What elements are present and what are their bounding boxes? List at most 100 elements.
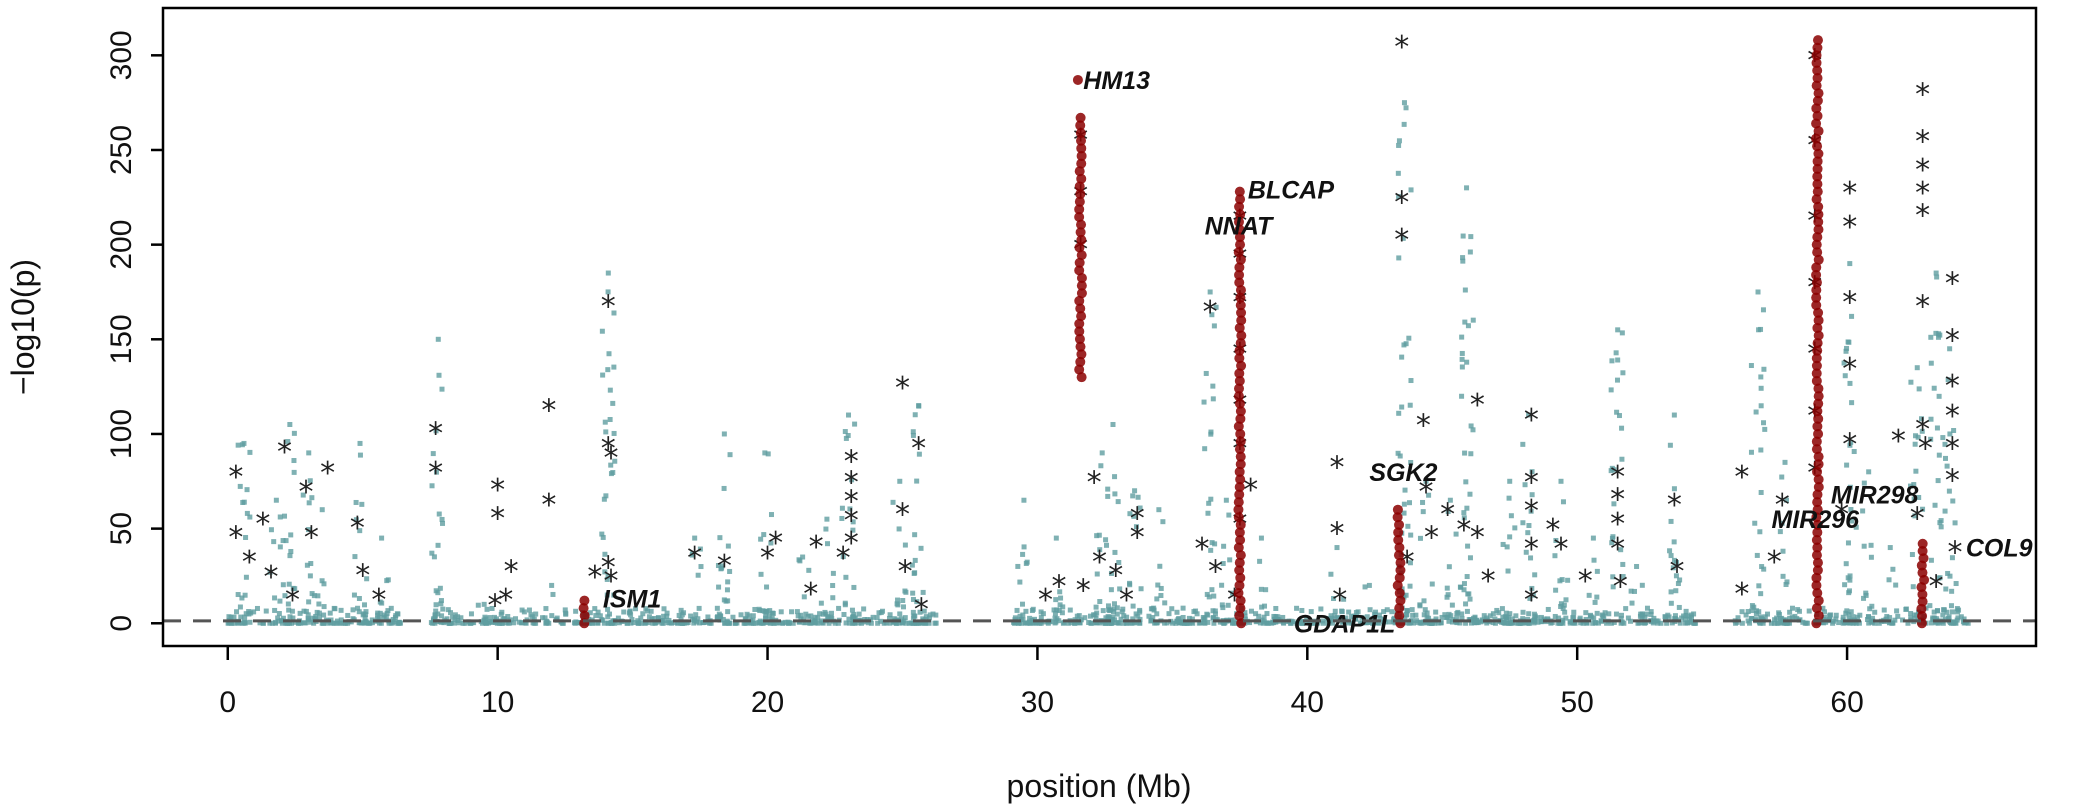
background-point — [1454, 610, 1460, 616]
background-point — [1942, 508, 1948, 514]
background-point — [1935, 478, 1941, 484]
background-point — [605, 367, 611, 373]
top-hit-star: * — [844, 526, 859, 561]
background-point — [338, 620, 344, 626]
background-point — [1468, 234, 1474, 240]
background-point — [1669, 620, 1675, 626]
background-point — [1655, 618, 1661, 624]
background-point — [1943, 586, 1949, 592]
background-point — [1538, 614, 1544, 620]
background-point — [616, 620, 622, 626]
background-point — [1930, 616, 1936, 622]
background-point — [1256, 613, 1262, 619]
background-point — [513, 616, 519, 622]
background-point — [1648, 609, 1654, 615]
background-point — [433, 608, 439, 614]
background-point — [1668, 518, 1674, 524]
background-point — [1931, 609, 1937, 615]
top-hit-star: * — [587, 560, 602, 595]
top-hit-star: * — [1842, 210, 1857, 245]
background-point — [1739, 609, 1745, 615]
background-point-peak — [379, 535, 385, 541]
background-point — [1945, 615, 1951, 621]
background-point — [1830, 620, 1836, 626]
background-point — [1572, 620, 1578, 626]
highlight-point — [1813, 201, 1824, 212]
top-hit-star: * — [350, 511, 365, 546]
background-point — [1557, 578, 1563, 584]
background-point — [243, 611, 249, 617]
background-point — [607, 417, 613, 423]
background-point — [1445, 592, 1451, 598]
background-point — [1739, 620, 1745, 626]
background-point — [693, 612, 699, 618]
background-point — [228, 614, 234, 620]
background-point — [1937, 520, 1943, 526]
background-point — [1846, 612, 1852, 618]
background-point — [1627, 618, 1633, 624]
background-point — [590, 620, 596, 626]
background-point — [1060, 604, 1066, 610]
background-point — [234, 609, 240, 615]
background-point — [1535, 619, 1541, 625]
background-point — [1940, 612, 1946, 618]
background-point — [770, 610, 776, 616]
highlight-point — [1235, 292, 1246, 303]
background-point — [1928, 416, 1934, 422]
background-point — [817, 611, 823, 617]
background-point — [621, 609, 627, 615]
background-point — [599, 328, 605, 334]
background-point — [1761, 566, 1767, 572]
background-point — [1777, 529, 1783, 535]
background-point — [1212, 541, 1218, 547]
background-point — [716, 584, 722, 590]
background-point — [600, 617, 606, 623]
background-point — [1789, 615, 1795, 621]
background-point — [573, 608, 579, 614]
background-point — [1916, 386, 1922, 392]
gene-label: GDAP1L — [1294, 610, 1395, 638]
background-point — [769, 615, 775, 621]
background-point — [1847, 484, 1853, 490]
highlight-point — [1234, 277, 1245, 288]
background-point — [1401, 342, 1407, 348]
xtick-label: 40 — [1291, 686, 1324, 719]
xtick-label: 30 — [1021, 686, 1054, 719]
background-point — [679, 612, 685, 618]
background-point — [1609, 358, 1615, 364]
gene-label: MIR298 — [1831, 482, 1919, 510]
background-point — [280, 615, 286, 621]
background-point — [1461, 515, 1467, 521]
background-point-peak — [1110, 421, 1116, 427]
top-hit-star: * — [428, 456, 443, 491]
background-point — [601, 496, 607, 502]
background-point — [1507, 534, 1513, 540]
background-point — [1093, 615, 1099, 621]
background-point — [1844, 345, 1850, 351]
background-point — [1105, 486, 1111, 492]
background-point — [533, 611, 539, 617]
background-point — [431, 554, 437, 560]
background-point — [440, 606, 446, 612]
top-hit-star: * — [914, 592, 929, 627]
background-point — [277, 514, 283, 520]
background-point — [1257, 620, 1263, 626]
background-point — [1349, 620, 1355, 626]
background-point — [505, 613, 511, 619]
background-point — [1294, 620, 1300, 626]
background-point — [1608, 620, 1614, 626]
highlight-point — [1234, 224, 1245, 235]
highlight-point — [1813, 451, 1824, 462]
top-hit-star: * — [1394, 185, 1409, 220]
background-point — [1473, 618, 1479, 624]
background-point — [1616, 413, 1622, 419]
background-point — [1776, 612, 1782, 618]
background-point — [356, 595, 362, 601]
top-hit-star: * — [1329, 450, 1344, 485]
background-point — [1211, 620, 1217, 626]
background-point — [1848, 609, 1854, 615]
background-point-peak — [1782, 459, 1788, 465]
background-point — [1618, 616, 1624, 622]
top-hit-star: * — [1670, 554, 1685, 589]
highlight-point — [1811, 353, 1822, 364]
